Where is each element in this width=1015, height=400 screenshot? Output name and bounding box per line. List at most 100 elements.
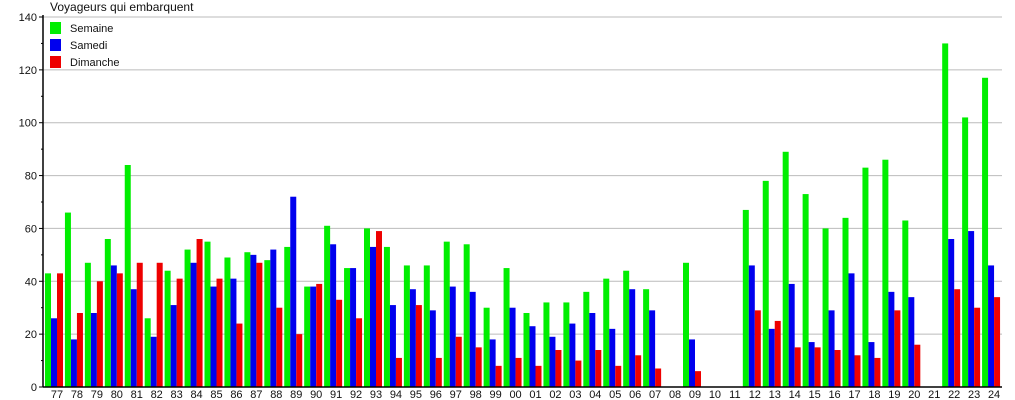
bar-dimanche-85: [216, 278, 223, 387]
y-tick-label: 60: [25, 223, 37, 235]
gridlines: [43, 16, 1002, 335]
bar-samedi-91: [330, 244, 337, 387]
bar-semaine-12: [742, 209, 749, 387]
bar-semaine-17: [842, 217, 849, 387]
bar-samedi-12: [748, 265, 755, 387]
bar-semaine-01: [523, 313, 530, 387]
bar-dimanche-04: [595, 350, 602, 387]
x-tick-label: 86: [230, 389, 242, 400]
x-tick-label: 77: [51, 389, 63, 400]
bar-dimanche-98: [475, 347, 482, 387]
bar-samedi-79: [90, 313, 97, 387]
bar-dimanche-91: [336, 299, 343, 387]
bar-samedi-18: [868, 342, 875, 387]
bar-dimanche-01: [535, 365, 542, 387]
x-tick-label: 15: [809, 389, 821, 400]
bar-semaine-77: [45, 273, 51, 387]
bar-semaine-02: [543, 302, 550, 387]
bars: [45, 43, 1001, 388]
bar-semaine-88: [264, 260, 271, 387]
bar-dimanche-81: [136, 262, 143, 387]
x-tick-label: 82: [151, 389, 163, 400]
bar-dimanche-13: [774, 320, 781, 387]
bar-dimanche-77: [57, 273, 63, 387]
x-tick-label: 14: [789, 389, 801, 400]
x-tick-label: 10: [709, 389, 721, 400]
legend-label: Semaine: [70, 23, 113, 35]
bar-samedi-02: [549, 336, 556, 387]
bar-samedi-16: [828, 310, 835, 387]
bar-semaine-94: [383, 246, 390, 387]
bar-dimanche-20: [914, 344, 921, 387]
bar-semaine-24: [982, 77, 989, 388]
bar-semaine-14: [782, 151, 789, 387]
bar-dimanche-83: [176, 278, 183, 387]
bar-samedi-86: [230, 278, 237, 387]
x-tick-label: 91: [330, 389, 342, 400]
x-tick-label: 95: [410, 389, 422, 400]
bar-dimanche-18: [874, 357, 881, 387]
legend-swatch: [50, 39, 61, 51]
bar-dimanche-84: [196, 239, 203, 387]
bar-semaine-90: [304, 286, 311, 387]
x-tick-label: 24: [988, 389, 1000, 400]
bar-dimanche-92: [356, 318, 363, 387]
x-tick-label: 18: [868, 389, 880, 400]
bar-semaine-07: [643, 289, 650, 387]
bar-semaine-79: [84, 262, 91, 387]
bar-semaine-92: [344, 268, 351, 387]
x-tick-label: 88: [270, 389, 282, 400]
y-tick-label: 40: [25, 276, 37, 288]
bar-dimanche-24: [994, 297, 1001, 387]
legend-label: Samedi: [70, 40, 107, 52]
bar-semaine-22: [942, 43, 949, 388]
bar-dimanche-22: [954, 289, 961, 387]
bar-semaine-85: [204, 241, 211, 387]
bar-semaine-20: [902, 220, 909, 387]
bar-dimanche-09: [695, 371, 701, 387]
x-tick-label: 97: [450, 389, 462, 400]
bar-samedi-09: [689, 339, 695, 387]
x-tick-label: 22: [948, 389, 960, 400]
x-tick-label: 01: [529, 389, 541, 400]
bar-samedi-01: [529, 326, 536, 387]
bar-semaine-03: [563, 302, 570, 387]
x-tick-label: 08: [669, 389, 681, 400]
x-tick-label: 83: [171, 389, 183, 400]
bar-dimanche-86: [236, 323, 243, 387]
bar-samedi-85: [210, 286, 217, 387]
bar-samedi-15: [808, 342, 815, 387]
bar-semaine-09: [683, 262, 689, 387]
bar-samedi-92: [350, 268, 357, 387]
bar-samedi-14: [788, 283, 795, 387]
bar-semaine-23: [962, 117, 969, 387]
legend-label: Dimanche: [70, 57, 120, 69]
legend-swatch: [50, 22, 61, 34]
bar-dimanche-93: [376, 231, 382, 387]
bar-semaine-80: [104, 239, 111, 387]
bar-dimanche-17: [854, 355, 861, 387]
bar-dimanche-07: [655, 368, 662, 387]
x-tick-label: 11: [729, 389, 740, 400]
bar-dimanche-90: [316, 283, 323, 387]
bar-samedi-97: [449, 286, 456, 387]
bar-dimanche-88: [276, 307, 283, 387]
bar-semaine-05: [603, 278, 610, 387]
x-tick-label: 00: [509, 389, 521, 400]
bar-semaine-82: [144, 318, 151, 387]
bar-samedi-88: [270, 249, 277, 387]
bar-semaine-06: [623, 270, 630, 387]
bar-semaine-98: [463, 244, 470, 387]
bar-semaine-93: [364, 228, 370, 387]
bar-dimanche-89: [296, 334, 303, 387]
x-tick-label: 17: [848, 389, 860, 400]
bar-samedi-89: [290, 196, 297, 387]
bar-samedi-90: [310, 286, 317, 387]
bar-samedi-17: [848, 273, 855, 387]
y-tick-label: 100: [19, 118, 37, 130]
bar-samedi-06: [629, 289, 636, 387]
bar-samedi-87: [250, 254, 257, 387]
x-tick-label: 20: [908, 389, 920, 400]
bar-samedi-24: [988, 265, 995, 387]
x-tick-label: 02: [549, 389, 561, 400]
